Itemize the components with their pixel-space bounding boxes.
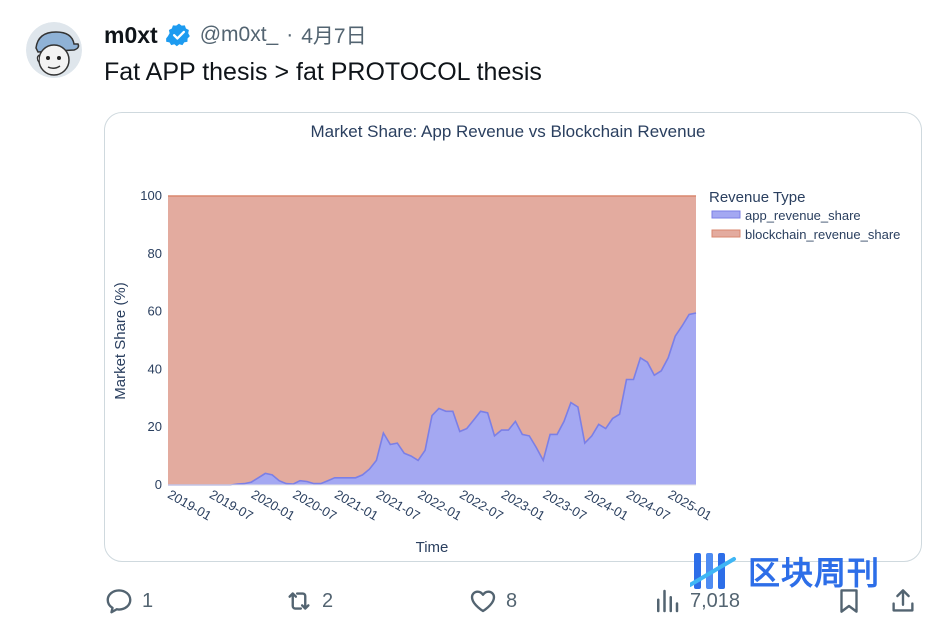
x-tick-label: 2020-07 — [290, 487, 339, 524]
y-tick-label: 20 — [148, 419, 162, 434]
y-tick-label: 40 — [148, 361, 162, 376]
retweet-count: 2 — [322, 589, 334, 612]
user-handle[interactable]: @m0xt_ — [199, 23, 279, 46]
x-tick-label: 2023-07 — [541, 487, 590, 524]
legend-swatch-app_revenue_share[interactable] — [711, 210, 741, 219]
area-blockchain_revenue_share — [168, 196, 696, 485]
chart-title: Market Share: App Revenue vs Blockchain … — [310, 122, 705, 141]
plot-area: 0 20 40 60 80 100 2019-012019-072020-012020-07… — [140, 188, 714, 523]
y-tick-label: 80 — [148, 246, 162, 261]
like-count: 8 — [506, 589, 518, 612]
views-count: 7,018 — [690, 589, 741, 612]
legend-title: Revenue Type — [709, 189, 805, 206]
cartoon-avatar-icon — [26, 22, 82, 78]
tweet-header: m0xt @m0xt_ · 4月7日 — [104, 20, 367, 50]
views-button[interactable]: 7,018 — [652, 586, 740, 616]
x-tick-label: 2019-01 — [165, 487, 214, 524]
y-tick-label: 60 — [148, 304, 162, 319]
x-tick-label: 2021-01 — [332, 487, 381, 524]
reply-count: 1 — [142, 589, 154, 612]
share-button[interactable] — [888, 586, 918, 616]
x-tick-label: 2024-07 — [624, 487, 673, 524]
y-tick-label: 100 — [140, 188, 162, 203]
chart-image-card[interactable]: Market Share: App Revenue vs Blockchain … — [104, 112, 922, 562]
line-app_revenue_share — [168, 312, 697, 486]
heart-icon — [470, 590, 496, 613]
separator-dot: · — [286, 23, 294, 46]
share-icon — [892, 589, 914, 612]
legend[interactable]: app_revenue_share blockchain_revenue_shar… — [711, 208, 900, 242]
views-chart-icon — [657, 589, 679, 613]
legend-label-app_revenue_share[interactable]: app_revenue_share — [745, 208, 861, 223]
x-tick-label: 2022-07 — [457, 487, 506, 524]
x-tick-label: 2021-07 — [374, 487, 423, 524]
watermark: 区块周刊 — [690, 548, 915, 594]
tweet-action-bar: 1 2 8 7,018 — [0, 586, 943, 622]
watermark-text: 区块周刊 — [748, 554, 881, 592]
bookmark-button[interactable] — [834, 586, 864, 616]
x-tick-label: 2020-01 — [249, 487, 298, 524]
y-tick-label: 0 — [155, 477, 162, 492]
blockchain-weekly-logo-icon — [690, 553, 736, 589]
display-name[interactable]: m0xt — [104, 21, 158, 48]
legend-label-blockchain_revenue_share[interactable]: blockchain_revenue_share — [745, 227, 900, 242]
x-tick-label: 2019-07 — [207, 487, 256, 524]
reply-icon — [106, 589, 132, 614]
x-tick-label: 2023-01 — [499, 487, 548, 524]
tweet-date[interactable]: 4月7日 — [301, 25, 367, 48]
legend-swatch-blockchain_revenue_share[interactable] — [711, 229, 741, 238]
verified-badge-icon — [165, 23, 190, 47]
x-tick-label: 2025-01 — [666, 487, 715, 524]
y-axis-label: Market Share (%) — [112, 282, 129, 400]
reply-button[interactable]: 1 — [104, 586, 153, 616]
like-button[interactable]: 8 — [468, 586, 517, 616]
area-app_revenue_share — [168, 313, 696, 485]
retweet-icon — [288, 592, 310, 610]
tweet-text: Fat APP thesis > fat PROTOCOL thesis — [104, 58, 542, 86]
x-tick-label: 2024-01 — [582, 487, 631, 524]
avatar[interactable] — [26, 22, 82, 78]
retweet-button[interactable]: 2 — [284, 586, 333, 616]
market-share-chart: Market Share: App Revenue vs Blockchain … — [112, 122, 900, 556]
x-tick-label: 2022-01 — [415, 487, 464, 524]
x-axis-label: Time — [416, 539, 449, 556]
bookmark-icon — [840, 589, 858, 613]
